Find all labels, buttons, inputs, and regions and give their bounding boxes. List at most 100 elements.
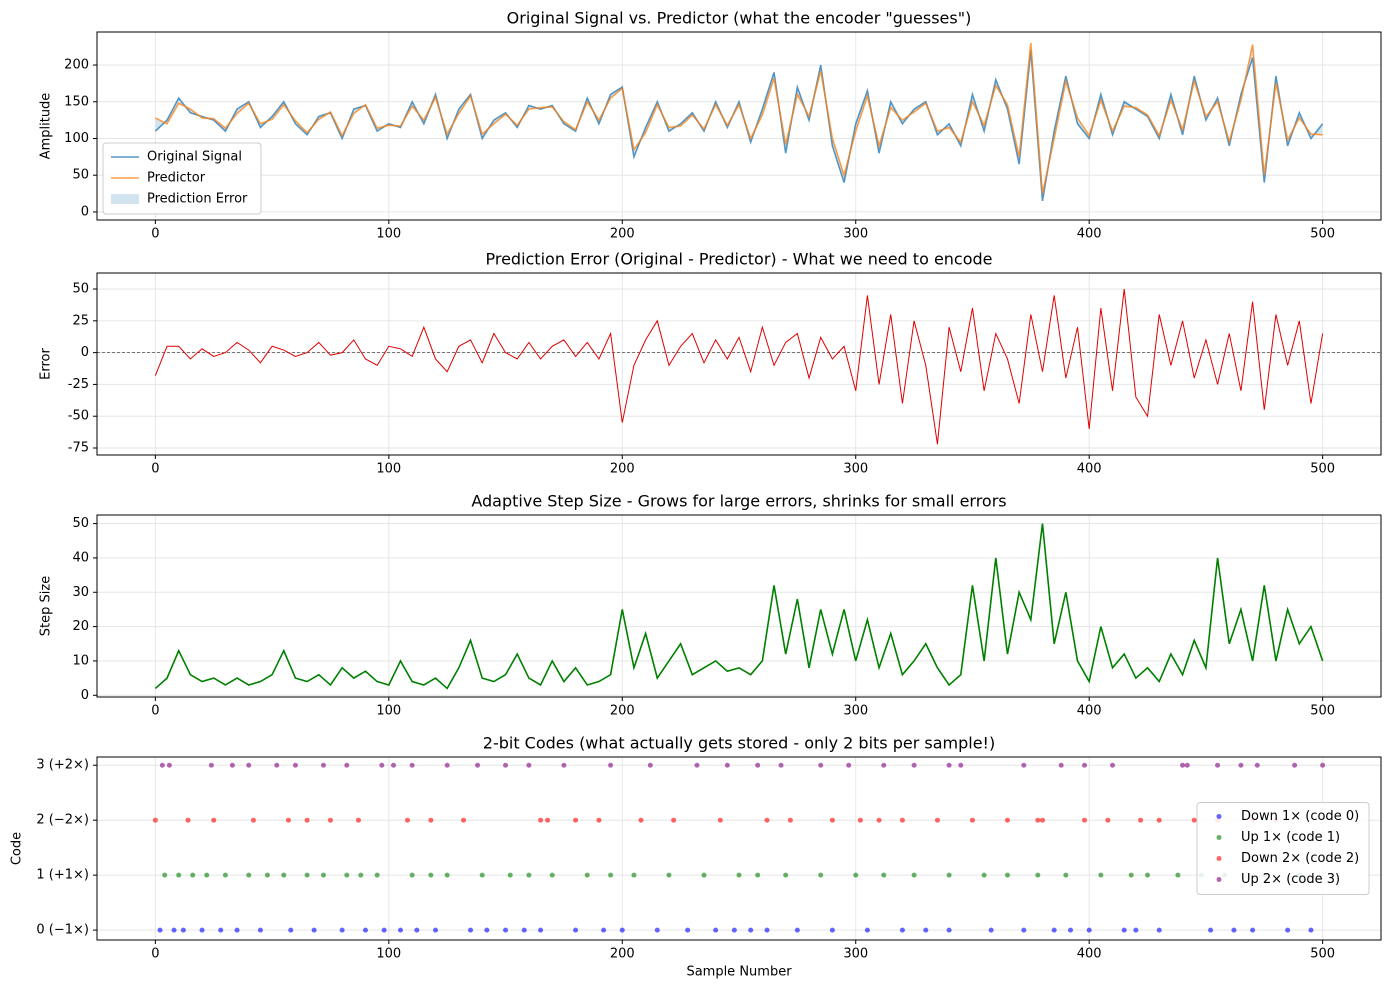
code-point [1145, 872, 1151, 878]
y-axis-label: Amplitude [39, 93, 54, 160]
code-point [1254, 762, 1260, 768]
code-point [320, 762, 326, 768]
code-point [969, 817, 975, 823]
code-point [876, 817, 882, 823]
y-axis-label: Step Size [39, 576, 54, 636]
code-point [1039, 817, 1045, 823]
code-point [538, 927, 544, 933]
code-point [344, 762, 350, 768]
code-point [358, 872, 364, 878]
axes-frame [96, 756, 1382, 941]
code-point [208, 762, 214, 768]
code-point [654, 927, 660, 933]
code-point [157, 927, 163, 933]
code-point [1051, 927, 1057, 933]
code-point [1035, 817, 1041, 823]
code-point [159, 762, 165, 768]
code-point [292, 762, 298, 768]
code-point [281, 872, 287, 878]
code-point [857, 817, 863, 823]
code-point [736, 872, 742, 878]
code-point [1175, 872, 1181, 878]
code-point [1098, 872, 1104, 878]
code-point [853, 872, 859, 878]
code-point [381, 927, 387, 933]
code-point [946, 872, 952, 878]
code-point [234, 927, 240, 933]
code-point [923, 927, 929, 933]
legend-marker [1216, 814, 1222, 819]
code-point [549, 872, 555, 878]
code-point [468, 927, 474, 933]
code-point [846, 762, 852, 768]
code-point [899, 817, 905, 823]
legend-marker [1216, 856, 1222, 861]
legend-label: Up 2× (code 3) [1241, 872, 1340, 887]
code-point [404, 817, 410, 823]
code-point [1058, 762, 1064, 768]
code-point [1320, 762, 1326, 768]
code-point [829, 817, 835, 823]
code-point [362, 927, 368, 933]
code-point [713, 927, 719, 933]
code-point [1208, 927, 1214, 933]
code-point [211, 817, 217, 823]
code-point [1191, 817, 1197, 823]
code-point [304, 872, 310, 878]
series-line [155, 42, 1323, 194]
code-point [864, 927, 870, 933]
code-point [521, 927, 527, 933]
y-tick-label: 40 [72, 550, 89, 565]
code-point [199, 927, 205, 933]
code-point [1105, 817, 1111, 823]
code-point [1156, 927, 1162, 933]
code-point [171, 927, 177, 933]
code-point [1138, 817, 1144, 823]
code-point [1121, 927, 1127, 933]
code-point [881, 762, 887, 768]
code-point [701, 872, 707, 878]
y-tick-label: 20 [72, 619, 89, 634]
code-point [444, 872, 450, 878]
code-point [934, 817, 940, 823]
x-tick-label: 500 [1310, 227, 1335, 242]
code-point [288, 927, 294, 933]
code-point [1308, 927, 1314, 933]
series-line [154, 288, 1324, 445]
code-point [1004, 872, 1010, 878]
code-point [484, 927, 490, 933]
x-tick-label: 0 [151, 462, 159, 477]
legend-label: Down 2× (code 2) [1241, 851, 1359, 866]
x-axis-label: Sample Number [686, 965, 792, 980]
legend-label: Predictor [147, 171, 206, 186]
series-line [154, 523, 1324, 690]
code-point [479, 872, 485, 878]
legend-marker [1216, 877, 1222, 882]
code-point [899, 927, 905, 933]
y-tick-label: 50 [72, 168, 89, 183]
y-tick-label: 3 (+2×) [36, 758, 89, 773]
code-point [787, 817, 793, 823]
subplot: 0 100 200 300 400 500 0 50 100 150 200 Original Sig… [39, 9, 1382, 242]
code-point [596, 817, 602, 823]
code-point [717, 817, 723, 823]
y-tick-label: 50 [72, 282, 89, 297]
subplot: 0 100 200 300 400 500 0 (−1×) 1 (+1×) 2 (−2×) 3 (… [10, 734, 1382, 980]
code-point [1021, 762, 1027, 768]
code-point [285, 817, 291, 823]
code-point [1128, 872, 1134, 878]
code-point [1156, 817, 1162, 823]
code-point [778, 762, 784, 768]
code-point [946, 762, 952, 768]
code-point [503, 927, 509, 933]
y-axis-label: Error [39, 348, 54, 380]
legend-swatch [111, 194, 139, 204]
y-tick-label: -25 [68, 377, 89, 392]
code-point [1082, 817, 1088, 823]
code-point [1250, 927, 1256, 933]
code-point [379, 762, 385, 768]
y-axis-label: Code [10, 832, 25, 865]
code-point [619, 927, 625, 933]
code-point [339, 927, 345, 933]
